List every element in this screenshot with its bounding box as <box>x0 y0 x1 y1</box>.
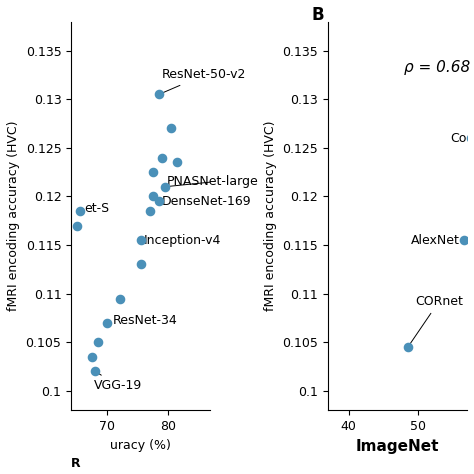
Point <box>73 222 81 229</box>
Text: et-S: et-S <box>80 201 109 215</box>
Point <box>149 168 156 176</box>
Point <box>89 353 96 361</box>
Point <box>76 207 84 215</box>
Point <box>116 295 123 302</box>
Text: R: R <box>71 457 81 470</box>
Text: AlexNet: AlexNet <box>411 234 460 246</box>
Text: Co: Co <box>451 132 467 145</box>
Point <box>173 159 181 166</box>
Point <box>155 198 163 205</box>
Y-axis label: fMRI encoding accuracy (HVC): fMRI encoding accuracy (HVC) <box>264 121 277 311</box>
Text: B: B <box>311 6 324 24</box>
Y-axis label: fMRI encoding accuracy (HVC): fMRI encoding accuracy (HVC) <box>7 121 20 311</box>
X-axis label: uracy (%): uracy (%) <box>110 438 171 452</box>
Point <box>137 261 145 268</box>
Text: DenseNet-169: DenseNet-169 <box>159 195 252 208</box>
Point <box>158 154 166 161</box>
Point <box>149 192 156 200</box>
Text: ResNet-34: ResNet-34 <box>108 314 177 328</box>
Text: Inception-v4: Inception-v4 <box>141 234 221 246</box>
Text: ResNet-50-v2: ResNet-50-v2 <box>162 68 246 93</box>
Point <box>146 207 154 215</box>
Point <box>467 134 474 142</box>
Point <box>137 237 145 244</box>
Point <box>104 319 111 327</box>
Text: PNASNet-large: PNASNet-large <box>167 175 258 188</box>
Text: VGG-19: VGG-19 <box>94 373 142 392</box>
Point <box>167 125 175 132</box>
Text: CORnet: CORnet <box>410 295 463 345</box>
Point <box>94 338 102 346</box>
Point <box>404 343 412 351</box>
Text: ρ = 0.68: ρ = 0.68 <box>404 60 471 75</box>
Point <box>460 237 467 244</box>
X-axis label: ImageNet: ImageNet <box>356 438 439 454</box>
Point <box>91 368 99 375</box>
Point <box>161 183 169 191</box>
Point <box>155 91 163 98</box>
